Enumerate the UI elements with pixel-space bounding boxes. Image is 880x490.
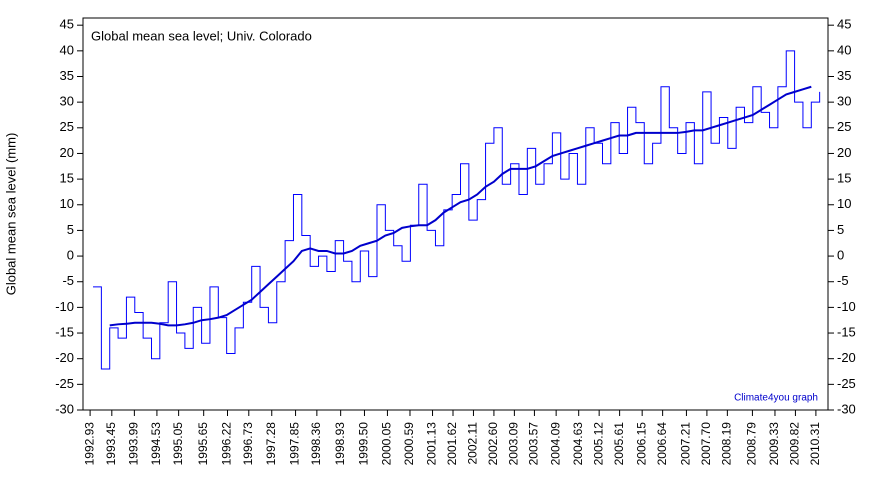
- y-tick-label: 20: [60, 145, 74, 160]
- y2-tick-label: 30: [837, 94, 851, 109]
- y-tick-label: 10: [60, 196, 74, 211]
- y2-tick-label: -10: [837, 299, 856, 314]
- y-tick-label: 45: [60, 17, 74, 32]
- y2-tick-label: 15: [837, 171, 851, 186]
- x-tick-label: 1993.45: [104, 422, 118, 466]
- x-tick-label: 2005.12: [591, 422, 605, 466]
- y-tick-label: 30: [60, 94, 74, 109]
- y-tick-label: -25: [55, 376, 74, 391]
- y-tick-label: -10: [55, 299, 74, 314]
- x-tick-label: 2008.79: [745, 422, 759, 466]
- x-tick-label: 1999.50: [357, 422, 371, 466]
- x-tick-label: 2003.57: [527, 422, 541, 466]
- x-tick-label: 2006.64: [655, 422, 669, 466]
- x-tick-label: 2008.19: [720, 422, 734, 466]
- y2-tick-label: 35: [837, 68, 851, 83]
- x-tick-label: 2000.59: [402, 422, 416, 466]
- y2-tick-label: 45: [837, 17, 851, 32]
- y2-tick-label: 25: [837, 119, 851, 134]
- y-tick-label: 25: [60, 119, 74, 134]
- series-line: [93, 50, 821, 370]
- y2-tick-label: 40: [837, 42, 851, 57]
- x-tick-label: 1997.85: [288, 422, 302, 466]
- plot-frame: [82, 17, 829, 411]
- x-tick-label: 1995.05: [171, 422, 185, 466]
- x-tick-label: 2003.09: [507, 422, 521, 466]
- x-tick-label: 2001.13: [425, 422, 439, 466]
- y-tick-label: 0: [67, 248, 74, 263]
- y2-tick-label: -5: [837, 273, 849, 288]
- x-tick-label: 1997.28: [264, 422, 278, 466]
- y2-tick-label: -15: [837, 324, 856, 339]
- y2-tick-label: 5: [837, 222, 844, 237]
- x-tick-label: 2009.33: [767, 422, 781, 466]
- y-tick-label: 35: [60, 68, 74, 83]
- y-tick-label: -20: [55, 350, 74, 365]
- x-tick-label: 2002.60: [486, 422, 500, 466]
- x-tick-label: 1996.22: [220, 422, 234, 466]
- x-tick-label: 1994.53: [149, 422, 163, 466]
- y-tick-label: 5: [67, 222, 74, 237]
- annotation: Climate4you graph: [734, 393, 818, 404]
- x-tick-label: 2004.63: [571, 422, 585, 466]
- x-tick-label: 2007.70: [699, 422, 713, 466]
- x-tick-label: 1995.65: [196, 422, 210, 466]
- y-tick-label: -15: [55, 324, 74, 339]
- y2-tick-label: -25: [837, 376, 856, 391]
- x-tick-label: 2000.05: [380, 422, 394, 466]
- x-tick-label: 1998.36: [309, 422, 323, 466]
- x-tick-label: 1993.99: [127, 422, 141, 466]
- y-axis-label: Global mean sea level (mm): [3, 133, 18, 296]
- y2-tick-label: 20: [837, 145, 851, 160]
- x-tick-label: 1992.93: [82, 422, 96, 466]
- x-tick-label: 2009.82: [788, 422, 802, 466]
- chart-title: Global mean sea level; Univ. Colorado: [91, 28, 312, 43]
- y-tick-label: 40: [60, 42, 74, 57]
- y2-tick-label: -30: [837, 401, 856, 416]
- x-tick-label: 2007.21: [679, 422, 693, 466]
- x-tick-label: 1998.93: [333, 422, 347, 466]
- x-tick-label: 2010.31: [808, 422, 822, 466]
- x-tick-label: 2001.62: [445, 422, 459, 466]
- x-tick-label: 2004.09: [548, 422, 562, 466]
- x-tick-label: 2005.61: [612, 422, 626, 466]
- series-line: [109, 85, 812, 327]
- y2-tick-label: 0: [837, 248, 844, 263]
- x-tick-label: 1996.73: [241, 422, 255, 466]
- y-tick-label: 15: [60, 171, 74, 186]
- y-tick-label: -30: [55, 401, 74, 416]
- y2-tick-label: -20: [837, 350, 856, 365]
- y2-tick-label: 10: [837, 196, 851, 211]
- x-tick-label: 2002.11: [466, 422, 480, 465]
- x-tick-label: 2006.15: [634, 422, 648, 466]
- y-tick-label: -5: [62, 273, 74, 288]
